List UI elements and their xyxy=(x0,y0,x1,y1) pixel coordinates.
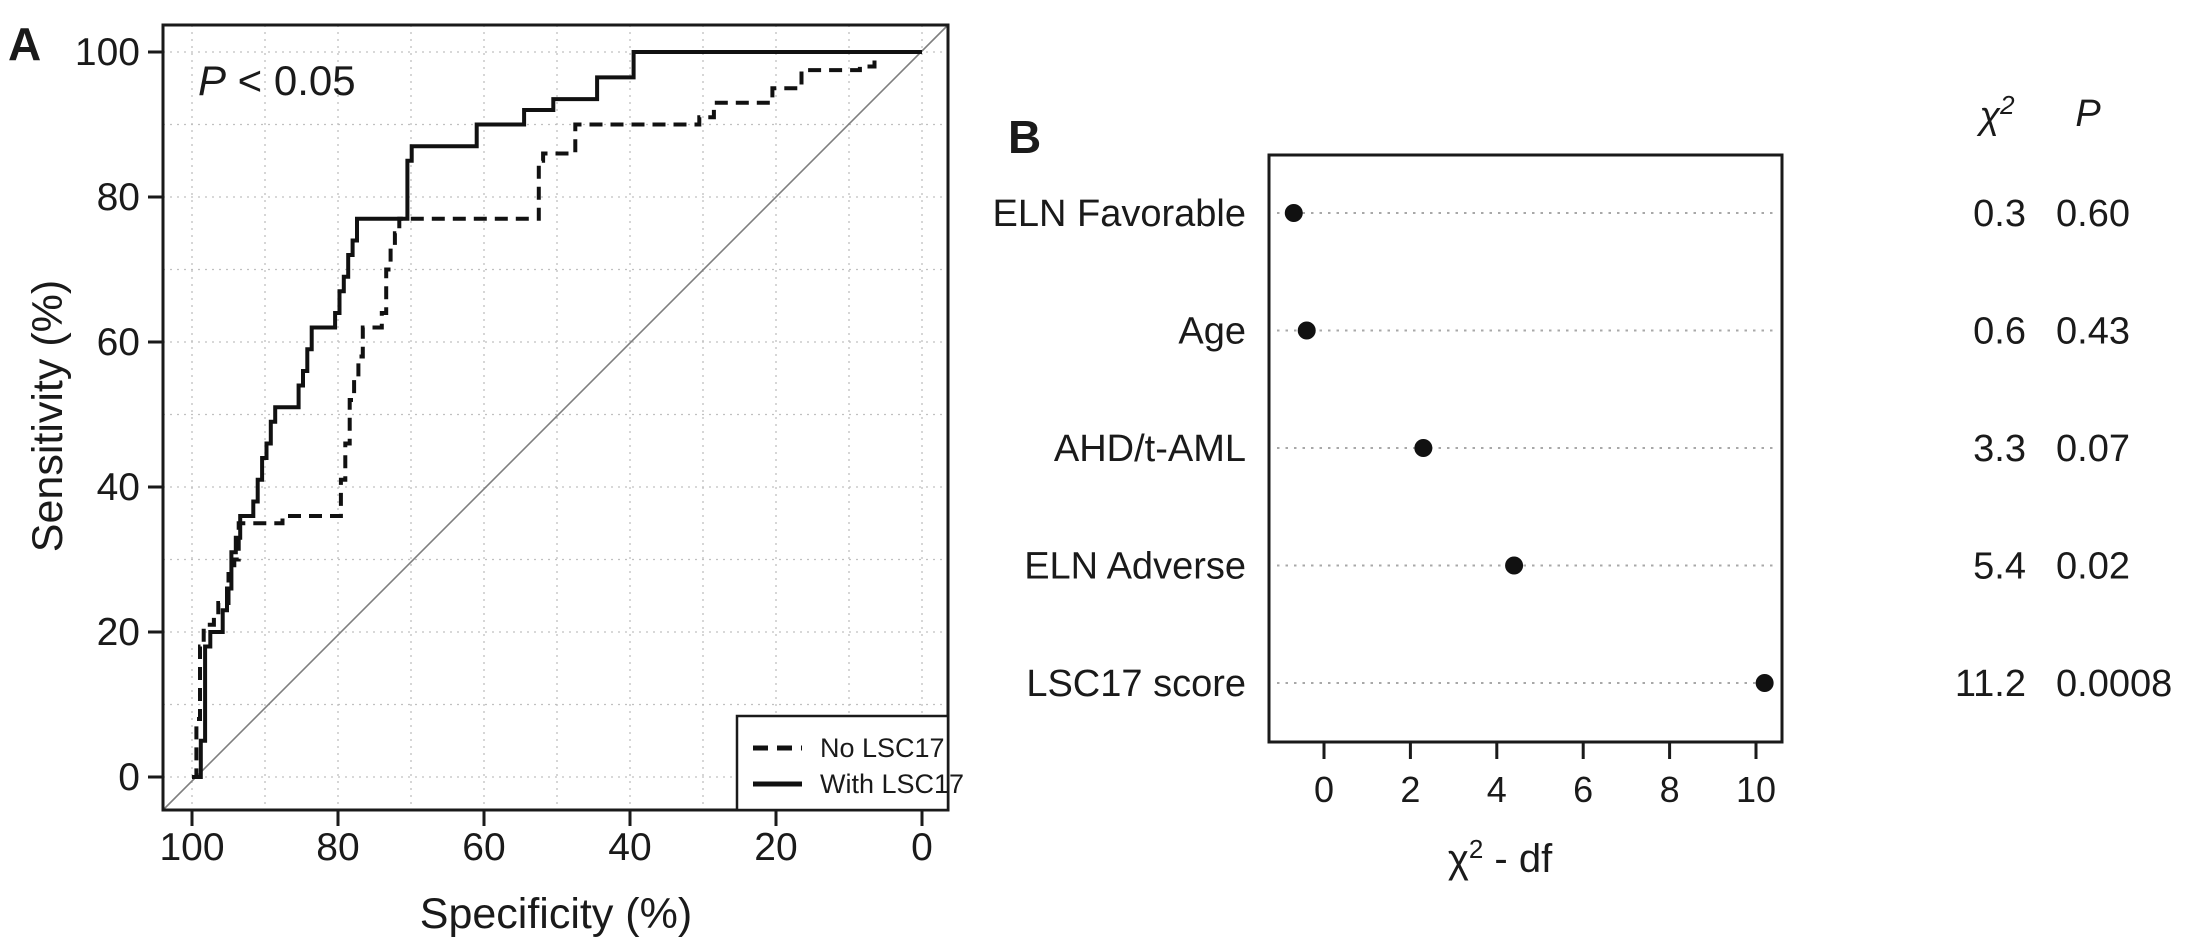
chisq-plot-border xyxy=(1267,153,1784,744)
axis-title-rest: - df xyxy=(1483,837,1553,881)
roc-y-axis-title: Sensitivity (%) xyxy=(24,280,72,552)
chisq-value: 11.2 xyxy=(1955,663,2026,705)
legend-label-with-lsc17: With LSC17 xyxy=(820,769,964,799)
roc-x-axis-title: Specificity (%) xyxy=(420,890,692,938)
chisq-value: 0.6 xyxy=(1973,311,2026,353)
pvalue-value: 0.02 xyxy=(2056,546,2130,588)
chisq-value: 3.3 xyxy=(1973,428,2026,470)
roc-x-ticks: 100 80 60 40 20 0 xyxy=(159,810,933,869)
data-dot xyxy=(1284,204,1303,222)
y-tick-label: 40 xyxy=(97,466,140,509)
x-tick-label: 40 xyxy=(608,826,651,869)
x-tick-label: 80 xyxy=(316,826,359,869)
y-tick-label: 0 xyxy=(118,756,140,799)
chisq-leader-lines xyxy=(1277,212,1777,684)
chisq-x-ticks: 0 2 4 6 8 10 xyxy=(1314,742,1776,810)
data-dot xyxy=(1755,674,1774,692)
chisq-dots xyxy=(1284,204,1774,692)
x-tick-label: 0 xyxy=(911,826,933,869)
y-tick-label: 60 xyxy=(97,321,140,364)
roc-legend: No LSC17 With LSC17 xyxy=(735,714,964,812)
pvalue-symbol: P xyxy=(198,57,226,104)
pvalue-value: 0.07 xyxy=(2056,428,2130,470)
x-tick-label: 100 xyxy=(159,826,224,869)
pvalue-value: 0.0008 xyxy=(2056,663,2172,705)
roc-curves xyxy=(192,50,922,779)
data-dot xyxy=(1414,439,1433,457)
x-tick-label: 20 xyxy=(754,826,797,869)
row-label: AHD/t-AML xyxy=(1054,428,1246,470)
legend-box xyxy=(735,714,950,812)
chisq-value: 0.3 xyxy=(1973,193,2026,235)
panel-b-label: B xyxy=(1008,111,1041,163)
y-tick-label: 80 xyxy=(97,176,140,219)
roc-gridlines xyxy=(163,25,948,810)
roc-panel: 100 80 60 40 20 0 0 20 40 60 80 100 A P < 0.05 Spe… xyxy=(8,18,964,938)
x-tick-label: 60 xyxy=(462,826,505,869)
roc-curve-with-lsc17 xyxy=(192,50,922,779)
pvalue-value: 0.43 xyxy=(2056,311,2130,353)
data-dot xyxy=(1297,321,1316,340)
chisq-value-columns: 0.3 0.60 0.6 0.43 3.3 0.07 5.4 0.02 11.2 0.0008 xyxy=(1955,193,2172,705)
y-tick-label: 20 xyxy=(97,611,140,654)
x-tick-label: 0 xyxy=(1314,769,1334,810)
roc-pvalue-annotation: P < 0.05 xyxy=(198,57,356,104)
row-label: ELN Adverse xyxy=(1024,546,1246,588)
pvalue-value: 0.60 xyxy=(2056,193,2130,235)
chisq-row-labels: ELN Favorable Age AHD/t-AML ELN Adverse LSC1… xyxy=(993,193,1246,705)
data-dot xyxy=(1505,556,1524,575)
legend-label-no-lsc17: No LSC17 xyxy=(820,733,945,763)
row-label: ELN Favorable xyxy=(993,193,1246,235)
chi-superscript: 2 xyxy=(1999,90,2015,120)
x-tick-label: 10 xyxy=(1736,769,1776,810)
x-tick-label: 4 xyxy=(1487,769,1507,810)
pvalue-column-header: P xyxy=(2075,93,2101,135)
chisq-value: 5.4 xyxy=(1973,546,2026,588)
roc-curve-no-lsc17 xyxy=(192,50,922,779)
pvalue-text: < 0.05 xyxy=(226,57,356,104)
chisq-column-header: χ2 xyxy=(1976,90,2015,137)
roc-y-ticks: 0 20 40 60 80 100 xyxy=(75,31,163,799)
x-tick-label: 6 xyxy=(1573,769,1593,810)
roc-plot-border xyxy=(161,23,950,812)
x-tick-label: 8 xyxy=(1660,769,1680,810)
row-label: LSC17 score xyxy=(1026,663,1246,705)
row-label: Age xyxy=(1178,311,1246,353)
y-tick-label: 100 xyxy=(75,31,140,74)
chi-glyph: χ xyxy=(1976,95,2001,137)
chance-diagonal-line xyxy=(162,24,949,811)
panel-a-label: A xyxy=(8,18,41,70)
chisq-x-axis-title: χ2 - df xyxy=(1448,834,1553,881)
chi-superscript-axis: 2 xyxy=(1469,834,1483,864)
x-tick-label: 2 xyxy=(1400,769,1420,810)
chi-glyph-axis: χ xyxy=(1448,837,1469,881)
